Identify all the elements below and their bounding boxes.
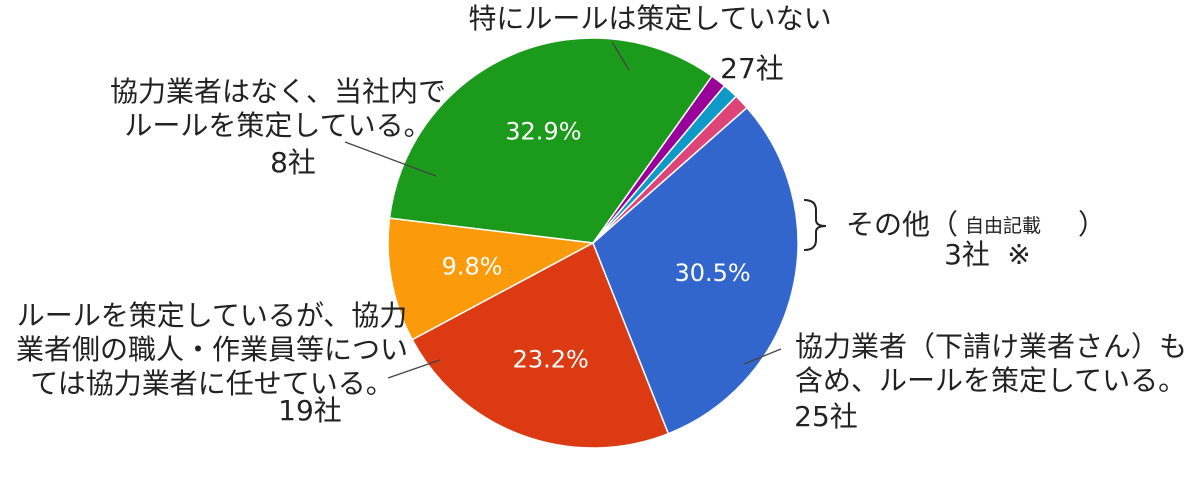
category-count-3: 25社 [794, 400, 858, 433]
percent-label-3: 30.5% [674, 259, 750, 287]
pie-slice-2 [411, 241, 670, 449]
pie-slice-6 [592, 75, 726, 244]
percent-label-2: 23.2% [513, 346, 589, 374]
other-count: 3社 [944, 238, 990, 271]
category-label-3-line-0: 協力業者（下請け業者さん）も [795, 330, 1187, 363]
slices-layer [387, 37, 799, 449]
category-label-3-line-1: 含め、ルールを策定している。 [795, 364, 1186, 397]
leader-line-0 [611, 41, 630, 71]
pie-slice-1 [387, 217, 596, 341]
category-count-2: 19社 [278, 394, 342, 427]
leader-line-2 [387, 359, 441, 379]
other-label-prefix: その他（ [846, 208, 958, 241]
category-label-1-line-0: 協力業者はなく、当社内で [110, 75, 446, 108]
category-label-1-line-1: ルールを策定している。 [124, 109, 431, 142]
other-label-suffix: ） [1078, 208, 1106, 241]
category-count-0: 27社 [720, 52, 784, 85]
other-brace [803, 199, 827, 251]
leader-lines [344, 41, 782, 379]
percent-label-0: 32.9% [505, 117, 581, 145]
pie-slice-0 [388, 37, 714, 244]
leader-line-1 [344, 141, 437, 177]
percent-label-1: 9.8% [442, 253, 503, 281]
leader-line-3 [743, 348, 782, 365]
pie-slice-3 [592, 106, 799, 435]
other-note-mark: ※ [1007, 238, 1030, 271]
category-label-2-line-1: 業者側の職人・作業員等につい [16, 333, 408, 366]
category-label-2-line-2: ては協力業者に任せている。 [30, 367, 393, 400]
category-label-2-line-0: ルールを策定しているが、協力 [17, 299, 408, 332]
category-count-1: 8社 [270, 146, 316, 179]
category-label-0-line-0: 特にルールは策定していない [468, 2, 831, 35]
percent-labels: 32.9% 9.8% 23.2% 30.5% [442, 117, 751, 373]
other-label-note: 自由記載 [965, 215, 1041, 237]
